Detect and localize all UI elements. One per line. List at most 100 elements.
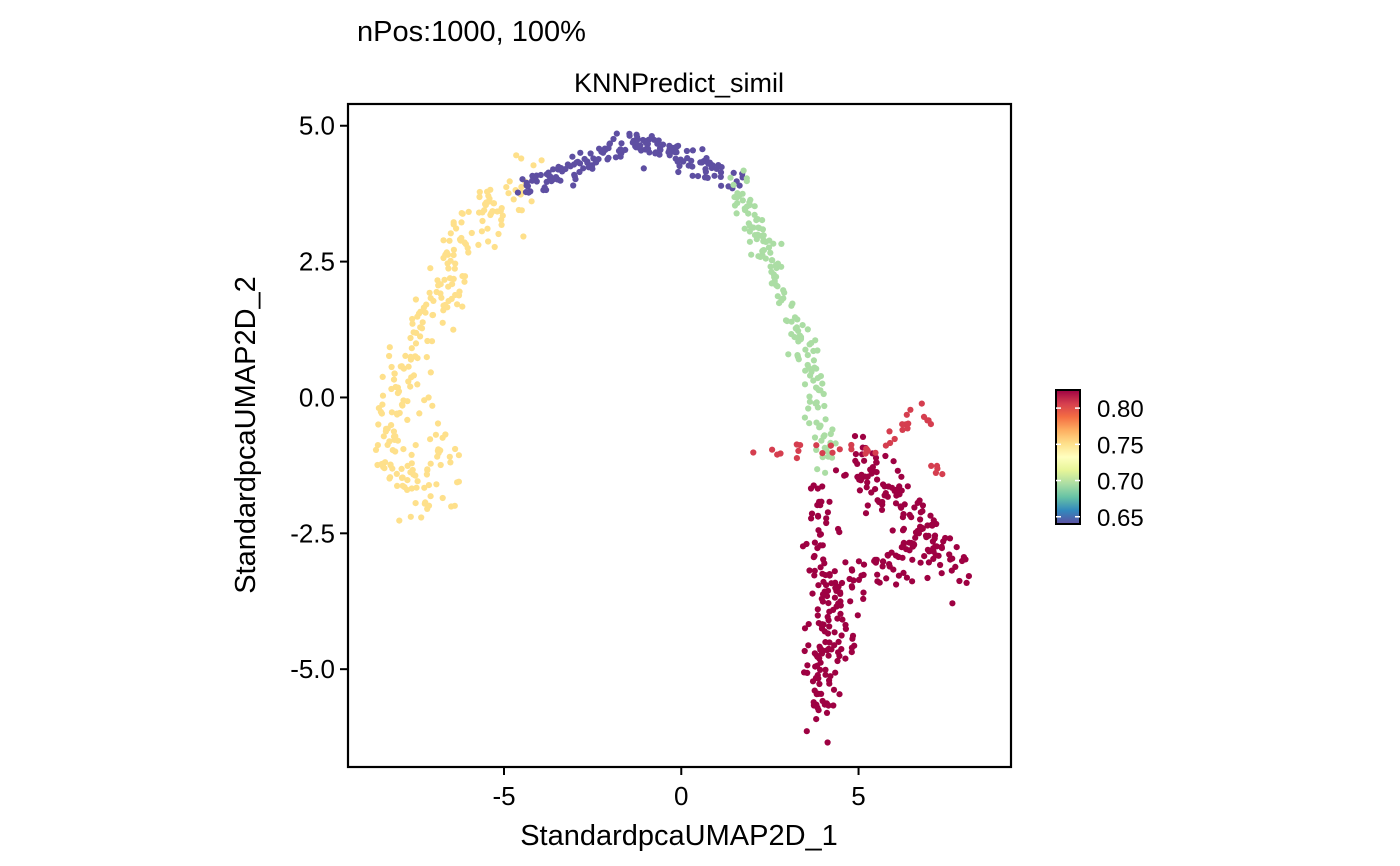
data-point	[505, 190, 512, 197]
data-point	[937, 561, 944, 569]
data-point	[711, 172, 718, 179]
data-point	[814, 404, 822, 411]
data-point	[384, 441, 391, 448]
data-point	[617, 153, 624, 160]
data-point	[890, 566, 897, 573]
data-point	[808, 515, 815, 522]
data-point	[830, 702, 837, 709]
data-point	[429, 312, 436, 319]
data-point	[713, 165, 720, 172]
data-point	[746, 199, 753, 206]
data-point	[909, 556, 916, 563]
data-point	[374, 442, 381, 449]
data-point	[778, 240, 785, 247]
data-point	[689, 163, 696, 170]
data-point	[753, 217, 760, 224]
data-point	[856, 487, 864, 494]
data-point	[394, 437, 401, 444]
data-point	[806, 398, 814, 405]
colorbar-legend: 0.80 0.75 0.70 0.65	[1055, 389, 1144, 532]
data-point	[811, 364, 818, 371]
data-point	[906, 547, 913, 554]
data-point	[485, 238, 492, 245]
data-point	[823, 519, 830, 527]
data-point	[375, 405, 382, 412]
data-point	[570, 182, 577, 189]
data-point	[388, 409, 395, 416]
data-point	[459, 273, 466, 280]
data-point	[672, 155, 679, 162]
data-point	[750, 449, 757, 456]
data-point	[394, 384, 401, 391]
data-point	[857, 477, 865, 484]
data-point	[882, 490, 889, 497]
data-point	[860, 571, 867, 579]
data-point	[823, 515, 830, 522]
data-point	[888, 484, 896, 491]
data-point	[399, 474, 406, 481]
data-point	[626, 132, 633, 139]
data-point	[848, 446, 855, 453]
data-point	[423, 354, 430, 361]
data-point	[930, 548, 937, 555]
data-point	[814, 662, 821, 669]
data-point	[765, 244, 773, 251]
data-point	[396, 517, 403, 524]
data-point	[812, 337, 819, 344]
data-point	[809, 590, 816, 597]
data-point	[899, 426, 906, 433]
data-point	[593, 159, 600, 166]
data-point	[824, 739, 831, 746]
data-point	[820, 556, 827, 563]
data-point	[846, 575, 853, 583]
data-point	[928, 521, 935, 528]
data-point	[774, 451, 781, 458]
data-point	[445, 265, 452, 272]
data-point	[612, 154, 620, 161]
data-point	[412, 442, 419, 449]
data-point	[455, 478, 462, 485]
data-point	[854, 460, 861, 467]
data-point	[872, 559, 880, 566]
data-point	[417, 308, 424, 315]
data-point	[835, 525, 842, 533]
data-point	[814, 606, 821, 613]
colorbar-tick-label: 0.65	[1097, 505, 1144, 532]
data-point	[479, 217, 486, 225]
data-point	[899, 554, 906, 561]
data-point	[875, 498, 883, 506]
data-point	[731, 202, 739, 209]
y-tick-label: -5.0	[290, 654, 335, 684]
data-point	[807, 372, 814, 379]
data-point	[465, 208, 472, 215]
data-point	[822, 671, 829, 678]
data-point	[874, 571, 881, 578]
data-point	[822, 666, 829, 673]
data-point	[455, 452, 462, 459]
data-point	[676, 162, 683, 170]
data-point	[694, 173, 702, 180]
data-point	[947, 556, 954, 563]
data-point	[459, 303, 466, 310]
data-point	[414, 313, 421, 320]
data-point	[447, 230, 454, 237]
data-point	[743, 178, 750, 185]
data-point	[917, 509, 924, 516]
data-point	[804, 352, 811, 359]
data-point	[860, 595, 867, 603]
data-point	[751, 232, 759, 239]
data-point	[899, 421, 906, 428]
data-point	[610, 135, 617, 143]
data-point	[814, 612, 821, 619]
data-point	[515, 206, 523, 214]
chart-header: nPos:1000, 100%	[357, 16, 586, 48]
data-point	[926, 548, 933, 555]
data-point	[725, 183, 732, 190]
data-point	[445, 297, 452, 305]
data-point	[931, 535, 938, 542]
data-point	[873, 459, 880, 466]
data-point	[391, 370, 398, 377]
data-point	[838, 632, 845, 639]
data-point	[746, 228, 753, 235]
data-point	[862, 450, 869, 457]
